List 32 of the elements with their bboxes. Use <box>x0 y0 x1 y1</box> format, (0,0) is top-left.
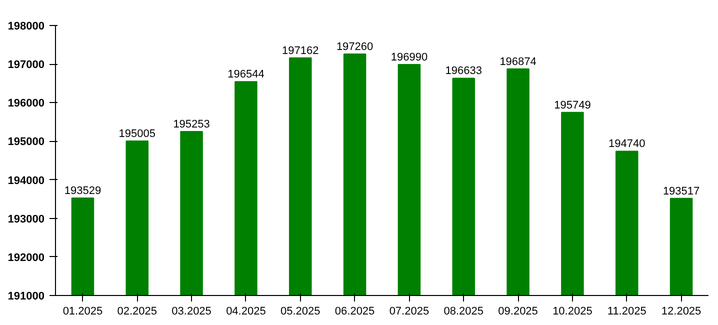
data-label: 193517 <box>662 185 700 198</box>
y-tick-label: 194000 <box>8 174 45 187</box>
x-tick-label: 10.2025 <box>552 306 592 318</box>
x-tick-label: 08.2025 <box>444 306 484 318</box>
y-tick-label: 191000 <box>8 290 45 302</box>
x-tick-label: 07.2025 <box>389 306 430 318</box>
data-label: 195253 <box>173 118 210 130</box>
x-tick-label: 05.2025 <box>280 306 320 318</box>
y-tick-label: 192000 <box>8 252 45 264</box>
y-tick-label: 196000 <box>8 98 45 110</box>
y-tick-label: 193000 <box>8 213 45 226</box>
data-label: 194740 <box>608 138 646 150</box>
x-tick-label: 04.2025 <box>226 306 266 318</box>
y-tick-label: 195000 <box>8 136 45 148</box>
data-label: 195749 <box>554 99 591 112</box>
x-tick-label: 02.2025 <box>117 306 158 318</box>
data-label: 197260 <box>336 41 374 54</box>
data-label: 196874 <box>500 56 536 68</box>
y-tick-label: 197000 <box>8 59 45 72</box>
x-tick-label: 12.2025 <box>661 306 702 318</box>
x-tick-label: 06.2025 <box>334 306 375 318</box>
data-label: 196544 <box>228 68 264 81</box>
x-tick-label: 09.2025 <box>498 306 538 318</box>
x-tick-label: 11.2025 <box>607 306 646 318</box>
y-tick-label: 198000 <box>8 20 45 32</box>
data-label: 196633 <box>445 65 482 78</box>
data-label: 196990 <box>390 51 428 64</box>
data-label: 195005 <box>118 128 156 140</box>
x-tick-label: 01.2025 <box>62 306 103 318</box>
data-label: 197162 <box>282 44 319 57</box>
data-label: 193529 <box>64 184 102 197</box>
x-tick-label: 03.2025 <box>172 306 212 318</box>
